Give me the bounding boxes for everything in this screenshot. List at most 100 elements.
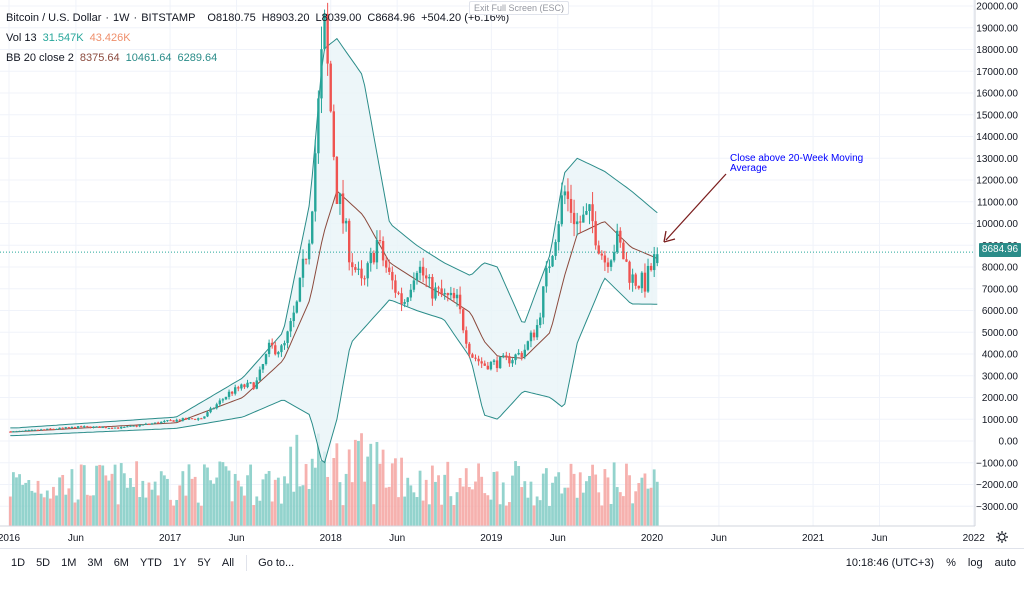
candle-body [135,425,138,427]
range-3m[interactable]: 3M [87,557,103,569]
exit-fullscreen-button[interactable]: Exit Full Screen (ESC) [469,1,570,15]
volume-bar [517,465,521,526]
candle-body [548,266,551,269]
volume-bar [489,499,493,526]
auto-scale-toggle[interactable]: auto [994,557,1016,569]
candle-body [489,361,493,370]
volume-bar [166,478,169,526]
volume-bars [8,433,659,526]
volume-bar [113,464,117,526]
volume-bar [621,496,625,526]
volume-bar [446,461,450,526]
range-6m[interactable]: 6M [113,557,129,569]
settings-gear-icon[interactable] [995,530,1009,544]
time-tick-label: 2022 [963,533,986,544]
percent-scale-toggle[interactable]: % [946,557,956,569]
candle-body [175,419,178,422]
candle-body [224,396,228,400]
volume-bar [507,502,511,526]
symbol-name[interactable]: Bitcoin / U.S. Dollar [6,11,102,24]
bollinger-upper-value: 10461.64 [125,51,172,64]
volume-bar [246,475,249,526]
goto-date-button[interactable]: Go to... [258,557,295,569]
volume-bar [138,497,142,526]
bollinger-row[interactable]: BB 20 close 2 8375.64 10461.64 6289.64 [6,48,509,68]
candle-body [582,214,585,223]
volume-bar [175,499,179,526]
volume-bar [132,486,135,526]
candle-body [301,258,305,278]
volume-bar [594,474,598,526]
candle-body [412,280,416,290]
candle-body [212,408,215,410]
volume-bar [147,482,151,526]
candle-body [545,268,548,287]
candle-body [378,239,382,242]
volume-bar [563,487,567,526]
candle-body [375,239,379,263]
candle-body [477,358,480,362]
candle-body [246,382,249,388]
volume-bar [335,443,339,526]
price-tick-label: 4000.00 [982,350,1019,361]
volume-bar [511,475,514,526]
candle-body [110,427,114,429]
candle-body [520,352,523,357]
volume-bar [357,440,360,526]
interval-label[interactable]: 1W [113,11,130,24]
candle-body [557,224,560,243]
volume-bar [372,504,376,526]
candle-body [471,354,474,358]
volume-bar [649,487,653,526]
candle-body [193,418,197,420]
volume-bar [55,495,58,526]
range-1d[interactable]: 1D [11,557,26,569]
candle-body [304,258,308,260]
candle-body [532,332,536,338]
candle-body [542,286,545,318]
volume-bar [418,470,422,526]
candlestick-series [9,2,659,433]
volume-bar [329,500,333,526]
range-1m[interactable]: 1M [61,557,77,569]
price-tick-label: 8000.00 [982,263,1019,274]
range-5y[interactable]: 5Y [197,557,211,569]
range-all[interactable]: All [221,557,235,569]
candle-body [569,198,573,213]
candle-body [104,427,108,429]
volume-row[interactable]: Vol 13 31.547K 43.426K [6,28,509,48]
candle-body [203,416,206,419]
volume-bar [566,487,570,526]
candle-body [61,427,64,429]
chart-annotation: Close above 20-Week Moving Average [663,153,863,243]
volume-bar [655,481,659,526]
clock-timezone[interactable]: 10:18:46 (UTC+3) [845,557,935,569]
volume-bar [61,474,65,526]
volume-bar [384,487,388,526]
volume-bar [424,479,428,526]
volume-bar [258,500,262,526]
candle-body [461,309,465,331]
log-scale-toggle[interactable]: log [967,557,983,569]
candle-body [394,280,397,293]
candle-body [289,321,292,332]
time-tick-label: 2017 [159,533,182,544]
candle-body [79,426,83,428]
range-ytd[interactable]: YTD [139,557,162,569]
volume-bar [501,482,505,526]
price-tick-label: 16000.00 [976,89,1018,100]
volume-bar [415,497,419,526]
candle-body [619,230,622,243]
bollinger-upper-band [10,37,658,429]
volume-bar [110,473,114,526]
range-5d[interactable]: 5D [36,557,51,569]
volume-bar [196,502,200,526]
candle-body [144,423,148,425]
candle-body [89,426,92,428]
candle-body [116,427,120,429]
range-1y[interactable]: 1Y [172,557,187,569]
bollinger-lower-band [10,277,658,464]
candle-body [351,262,354,268]
candle-body [384,260,388,268]
